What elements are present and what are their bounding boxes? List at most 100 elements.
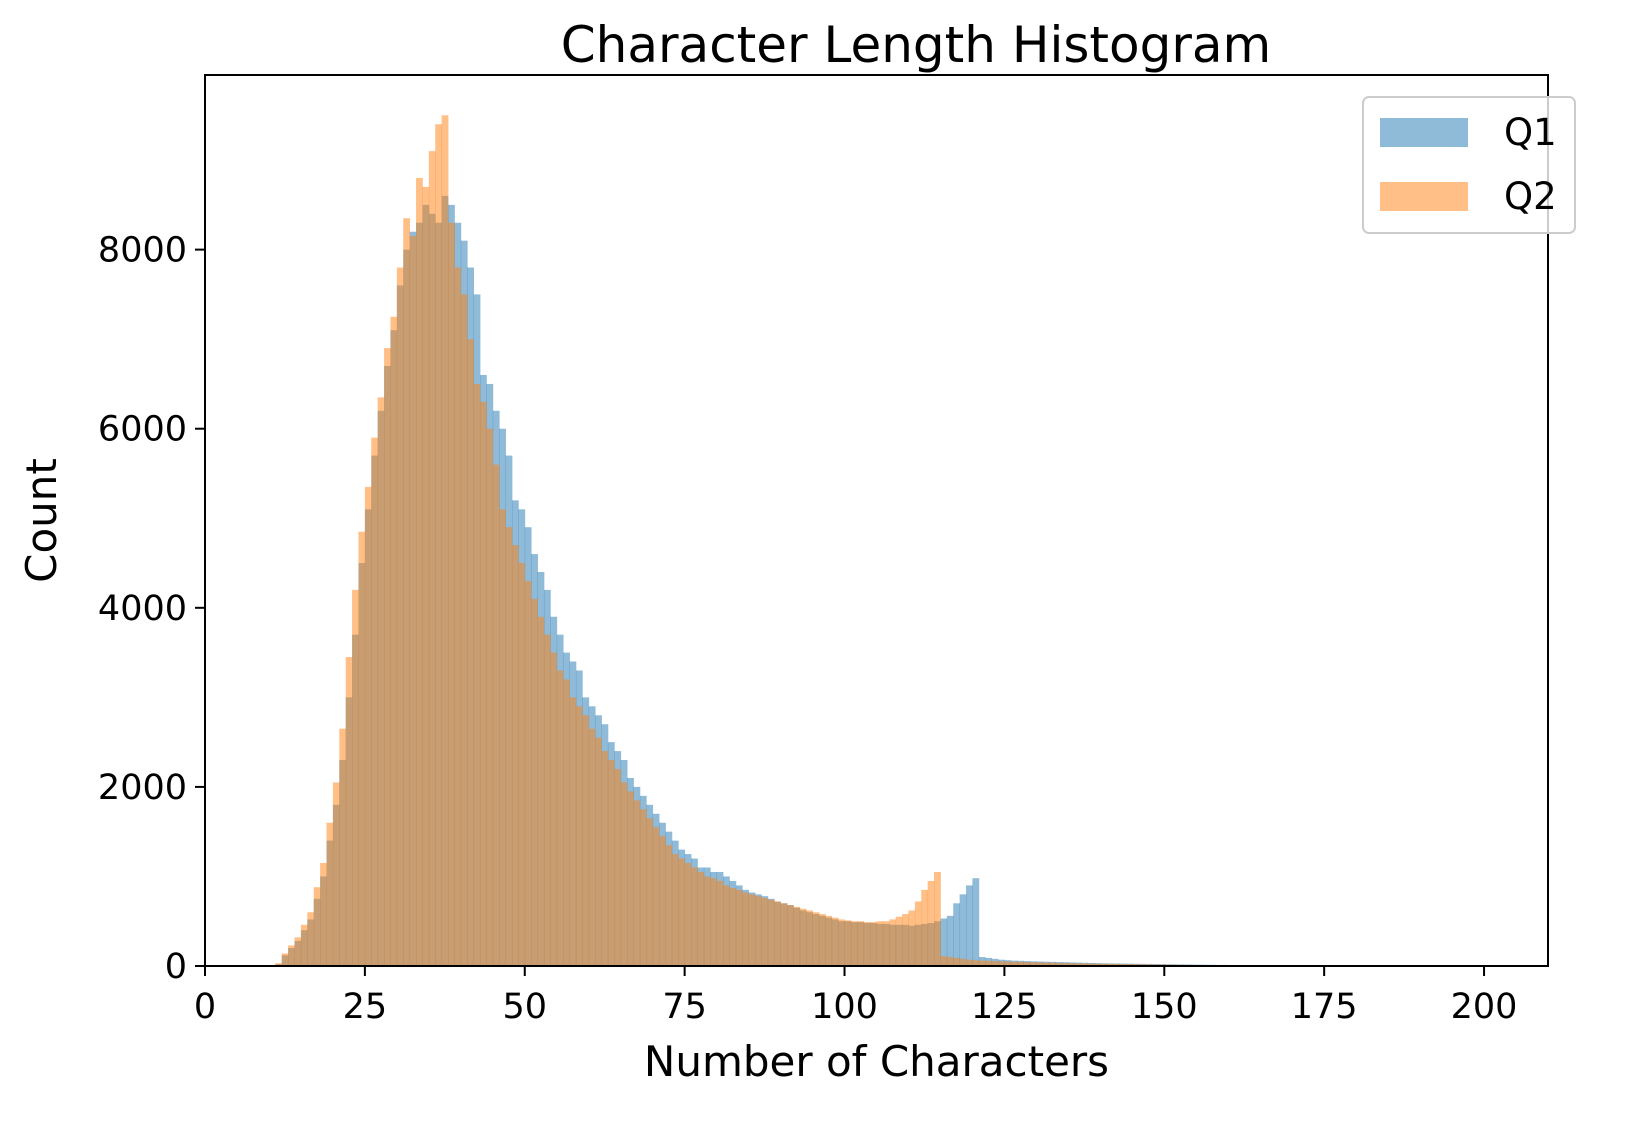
bar-q2-129 xyxy=(1029,962,1037,966)
bar-q2-54 xyxy=(550,652,558,966)
bar-q2-58 xyxy=(575,706,583,966)
bar-q2-142 xyxy=(1113,963,1120,966)
bar-q2-29 xyxy=(390,316,398,966)
bar-q2-96 xyxy=(818,914,826,966)
bar-q2-74 xyxy=(678,858,686,966)
bar-q2-120 xyxy=(972,960,980,966)
bar-q2-11 xyxy=(275,963,283,966)
bar-q2-34 xyxy=(422,186,430,966)
y-tick-label: 4000 xyxy=(98,589,187,629)
bar-q2-12 xyxy=(281,953,289,966)
bar-q2-26 xyxy=(371,437,379,966)
bar-q2-62 xyxy=(601,751,609,966)
bar-q2-57 xyxy=(569,697,577,966)
bar-q2-97 xyxy=(825,915,833,966)
x-axis-ticks: 0 25 50 75 100 125 150 175 200 xyxy=(194,966,1517,1027)
bar-q2-121 xyxy=(978,960,986,966)
bar-q2-53 xyxy=(543,634,551,966)
bar-q2-135 xyxy=(1068,963,1076,966)
bar-q2-123 xyxy=(991,961,999,966)
bar-q2-16 xyxy=(307,912,315,966)
bar-q2-27 xyxy=(377,397,385,967)
bar-q2-68 xyxy=(639,809,647,966)
x-tick-label: 0 xyxy=(194,987,216,1027)
y-tick-label: 0 xyxy=(165,947,187,987)
bar-q2-76 xyxy=(691,867,698,966)
bar-q2-72 xyxy=(665,845,673,966)
bar-q2-15 xyxy=(300,924,308,966)
bar-q2-112 xyxy=(921,889,929,966)
bar-q2-103 xyxy=(863,922,871,966)
bar-q2-36 xyxy=(435,124,443,966)
bar-q2-139 xyxy=(1093,963,1101,966)
bar-q2-122 xyxy=(985,960,993,966)
bar-q2-90 xyxy=(780,903,788,966)
bar-q2-86 xyxy=(754,896,762,966)
bar-q2-94 xyxy=(806,910,813,966)
bar-q2-124 xyxy=(998,961,1005,966)
bar-q2-22 xyxy=(345,657,353,966)
x-tick-label: 125 xyxy=(971,987,1038,1027)
bar-q2-83 xyxy=(735,889,743,966)
bar-q1-116 xyxy=(946,915,954,966)
bar-q2-61 xyxy=(595,737,602,966)
bar-q2-39 xyxy=(454,267,462,966)
bar-q2-114 xyxy=(934,871,941,966)
bar-q2-71 xyxy=(659,836,666,966)
bar-q2-17 xyxy=(313,887,321,966)
bar-q2-69 xyxy=(646,818,654,966)
bar-q2-42 xyxy=(473,383,481,966)
bar-q2-60 xyxy=(588,728,596,966)
bar-q2-51 xyxy=(531,598,538,966)
bar-q2-38 xyxy=(448,222,455,966)
y-tick-label: 8000 xyxy=(98,231,187,271)
bar-q2-136 xyxy=(1074,963,1082,966)
bar-q2-18 xyxy=(320,863,327,966)
plot-area-frame xyxy=(204,74,1549,967)
bar-q2-40 xyxy=(460,294,468,966)
bar-q2-100 xyxy=(844,920,852,966)
bar-q2-110 xyxy=(908,910,916,966)
bar-q2-82 xyxy=(729,888,737,966)
bar-q2-89 xyxy=(774,901,781,966)
bar-q2-20 xyxy=(332,782,340,966)
bar-q2-77 xyxy=(697,871,705,966)
bar-q2-130 xyxy=(1036,962,1044,966)
bar-q2-33 xyxy=(416,177,423,966)
legend-swatch-q2 xyxy=(1380,182,1468,211)
bar-q2-47 xyxy=(505,527,513,966)
bar-q2-35 xyxy=(428,151,436,966)
bar-q2-101 xyxy=(850,921,858,966)
bar-q2-116 xyxy=(946,957,954,966)
bar-q2-31 xyxy=(403,218,411,967)
bar-q2-80 xyxy=(716,880,724,966)
bar-q2-140 xyxy=(1100,963,1108,966)
bar-q2-125 xyxy=(1004,961,1012,966)
bar-q2-55 xyxy=(556,670,564,966)
bar-q2-65 xyxy=(620,782,628,966)
bar-q2-99 xyxy=(838,919,845,966)
bar-q2-133 xyxy=(1055,962,1063,966)
bar-q2-13 xyxy=(288,945,295,966)
bar-q2-46 xyxy=(499,509,506,966)
bar-q2-138 xyxy=(1087,963,1095,966)
bar-q2-106 xyxy=(882,921,890,966)
chart-title: Character Length Histogram xyxy=(561,16,1271,74)
x-tick-label: 75 xyxy=(662,987,707,1027)
bar-q2-132 xyxy=(1049,962,1056,966)
bar-q2-48 xyxy=(511,545,519,966)
bar-q2-141 xyxy=(1106,963,1114,966)
bar-q2-131 xyxy=(1042,962,1050,966)
bar-q2-25 xyxy=(364,486,372,966)
bar-q2-118 xyxy=(959,958,967,966)
bar-q2-109 xyxy=(902,914,909,966)
bar-q2-14 xyxy=(294,937,302,966)
legend-swatch-q1 xyxy=(1380,118,1468,147)
bar-q2-63 xyxy=(607,760,615,966)
bar-q1-117 xyxy=(953,903,961,966)
bar-q2-66 xyxy=(627,791,634,966)
bar-q2-84 xyxy=(742,892,749,966)
legend-label-q2: Q2 xyxy=(1504,175,1557,218)
bar-q2-21 xyxy=(339,728,347,966)
bar-q2-64 xyxy=(614,768,622,966)
